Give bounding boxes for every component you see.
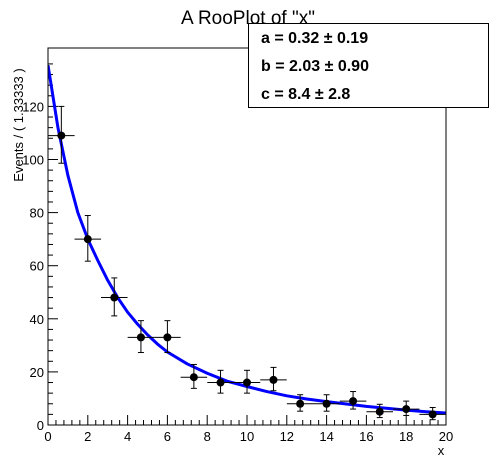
x-tick-label: 16	[359, 429, 373, 444]
stat-name: a	[261, 30, 270, 47]
x-tick-label: 2	[84, 429, 91, 444]
x-tick-label: 4	[124, 429, 131, 444]
point-marker	[137, 333, 145, 341]
y-tick-label: 80	[30, 206, 44, 221]
fit-parameters-box: a = 0.32 ± 0.19 b = 2.03 ± 0.90 c = 8.4 …	[248, 23, 489, 108]
point-marker	[243, 379, 251, 387]
stat-error: 0.90	[338, 58, 369, 75]
x-tick-label: 8	[204, 429, 211, 444]
x-tick-label: 18	[399, 429, 413, 444]
stat-name: c	[261, 86, 270, 103]
point-marker	[57, 132, 65, 140]
point-marker	[429, 410, 437, 418]
stat-name: b	[261, 58, 271, 75]
stat-row-c: c = 8.4 ± 2.8	[261, 86, 350, 104]
stat-value: 0.32	[288, 30, 319, 47]
point-marker	[84, 235, 92, 243]
stat-row-b: b = 2.03 ± 0.90	[261, 58, 369, 76]
stat-row-a: a = 0.32 ± 0.19	[261, 30, 368, 48]
point-marker	[110, 294, 118, 302]
point-marker	[349, 397, 357, 405]
y-axis-label: Events / ( 1.33333 )	[11, 68, 26, 181]
x-tick-label: 0	[44, 429, 51, 444]
y-tick-label: 60	[30, 259, 44, 274]
point-marker	[402, 405, 410, 413]
y-tick-label: 40	[30, 312, 44, 327]
point-marker	[296, 400, 304, 408]
stat-error: 0.19	[337, 30, 368, 47]
x-tick-label: 20	[439, 429, 453, 444]
point-marker	[217, 379, 225, 387]
x-tick-label: 6	[164, 429, 171, 444]
point-marker	[190, 373, 198, 381]
stat-value: 8.4	[288, 86, 310, 103]
x-tick-label: 14	[319, 429, 333, 444]
point-marker	[269, 376, 277, 384]
y-tick-label: 20	[30, 365, 44, 380]
point-marker	[163, 333, 171, 341]
x-tick-label: 10	[240, 429, 254, 444]
y-tick-label: 0	[37, 418, 44, 433]
point-marker	[376, 408, 384, 416]
stat-error: 2.8	[328, 86, 350, 103]
point-marker	[323, 400, 331, 408]
x-tick-label: 12	[280, 429, 294, 444]
x-axis-label: x	[438, 443, 445, 458]
stat-value: 2.03	[289, 58, 320, 75]
